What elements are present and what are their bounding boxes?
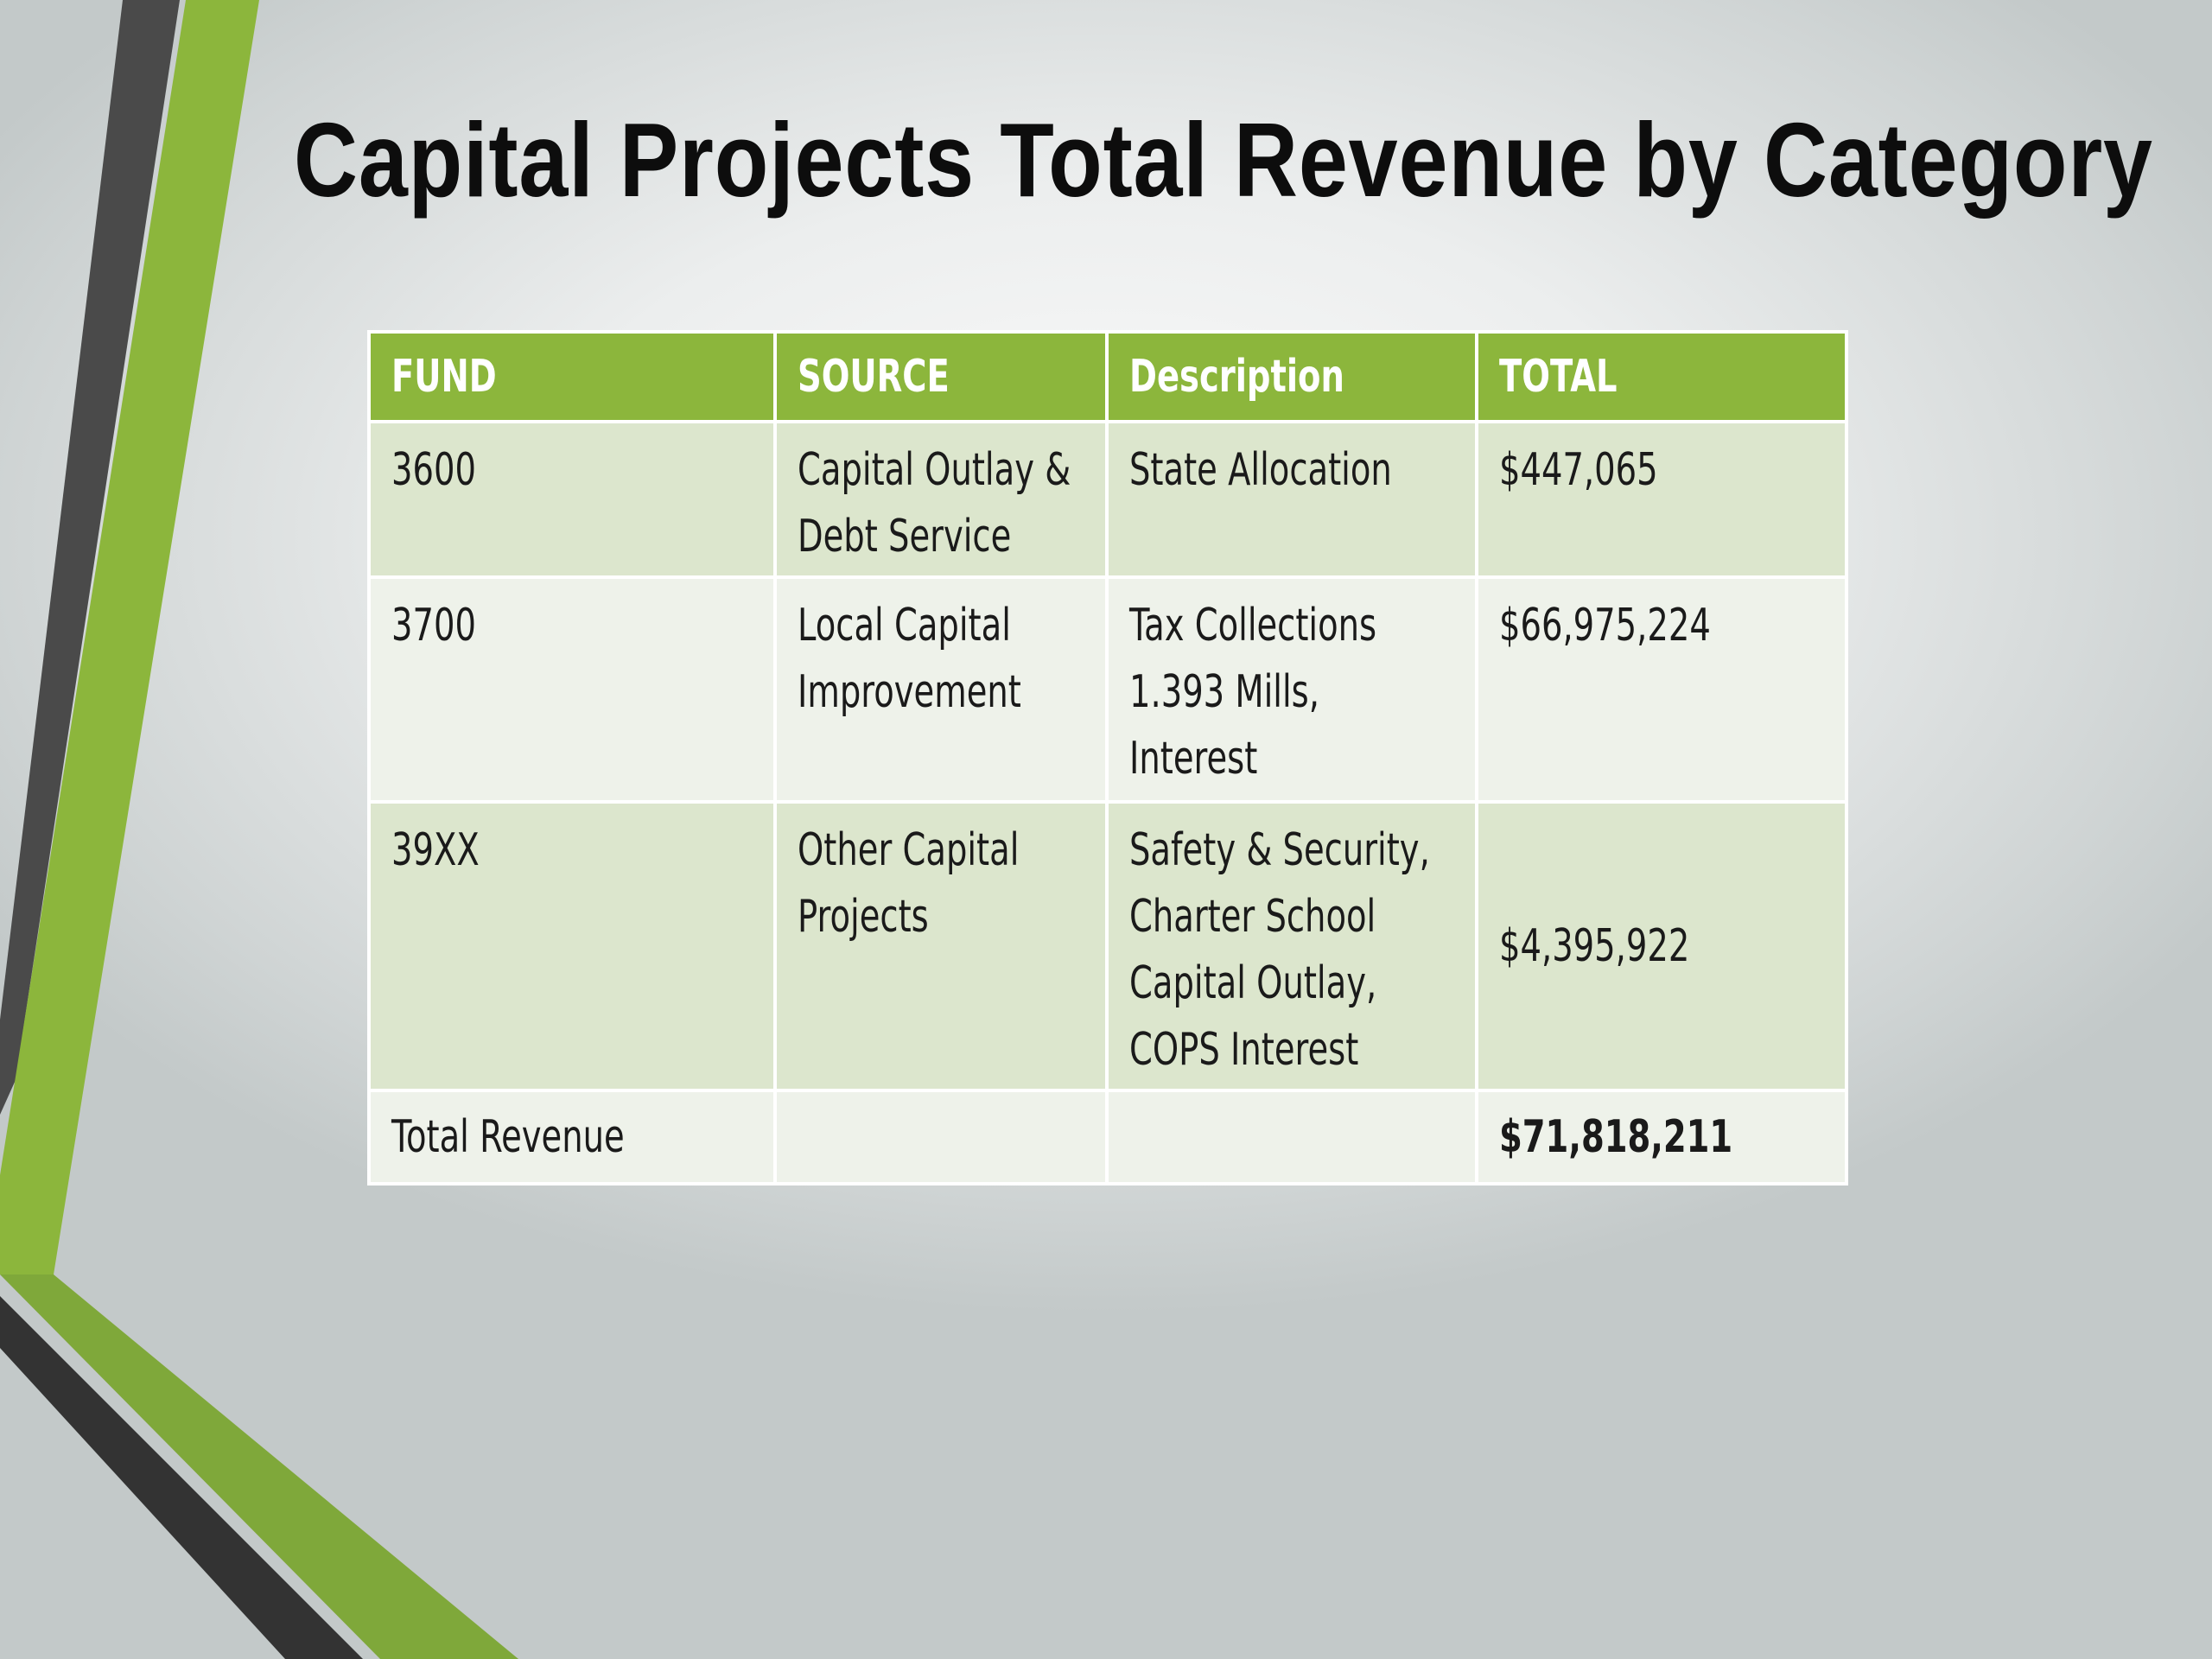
revenue-table: FUND SOURCE Description TOTAL 3600 Capit… — [367, 330, 1848, 1185]
description-cell: State Allocation — [1105, 420, 1478, 579]
header-description: Description — [1105, 330, 1478, 423]
fund-cell: 3600 — [367, 420, 777, 579]
grand-total-cell: $71,818,211 — [1475, 1089, 1848, 1185]
header-source: SOURCE — [773, 330, 1109, 423]
source-cell: Other Capital Projects — [773, 800, 1109, 1092]
description-cell: Tax Collections 1.393 Mills, Interest — [1105, 575, 1478, 804]
source-cell: Capital Outlay & Debt Service — [773, 420, 1109, 579]
header-fund: FUND — [367, 330, 777, 423]
table-total-row: Total Revenue $71,818,211 — [367, 1089, 1848, 1185]
source-cell: Local Capital Improvement — [773, 575, 1109, 804]
dark-bottom-stripe — [0, 1296, 363, 1659]
fund-cell: 39XX — [367, 800, 777, 1092]
description-cell — [1105, 1089, 1478, 1185]
table-header-row: FUND SOURCE Description TOTAL — [367, 330, 1848, 423]
dark-diagonal-stripe — [0, 0, 180, 1115]
fund-cell: 3700 — [367, 575, 777, 804]
total-cell: $447,065 — [1475, 420, 1848, 579]
description-cell: Safety & Security, Charter School Capital … — [1105, 800, 1478, 1092]
table-row: 3700 Local Capital Improvement Tax Collec… — [367, 575, 1848, 804]
green-bottom-stripe — [0, 1274, 518, 1659]
table-row: 3600 Capital Outlay & Debt Service State … — [367, 420, 1848, 579]
total-cell: $4,395,922 — [1475, 800, 1848, 1092]
table-row: 39XX Other Capital Projects Safety & Secu… — [367, 800, 1848, 1092]
source-cell — [773, 1089, 1109, 1185]
total-label-cell: Total Revenue — [367, 1089, 777, 1185]
slide-title: Capital Projects Total Revenue by Catego… — [294, 101, 2153, 219]
header-total: TOTAL — [1475, 330, 1848, 423]
green-diagonal-stripe — [0, 0, 259, 1274]
total-cell: $66,975,224 — [1475, 575, 1848, 804]
